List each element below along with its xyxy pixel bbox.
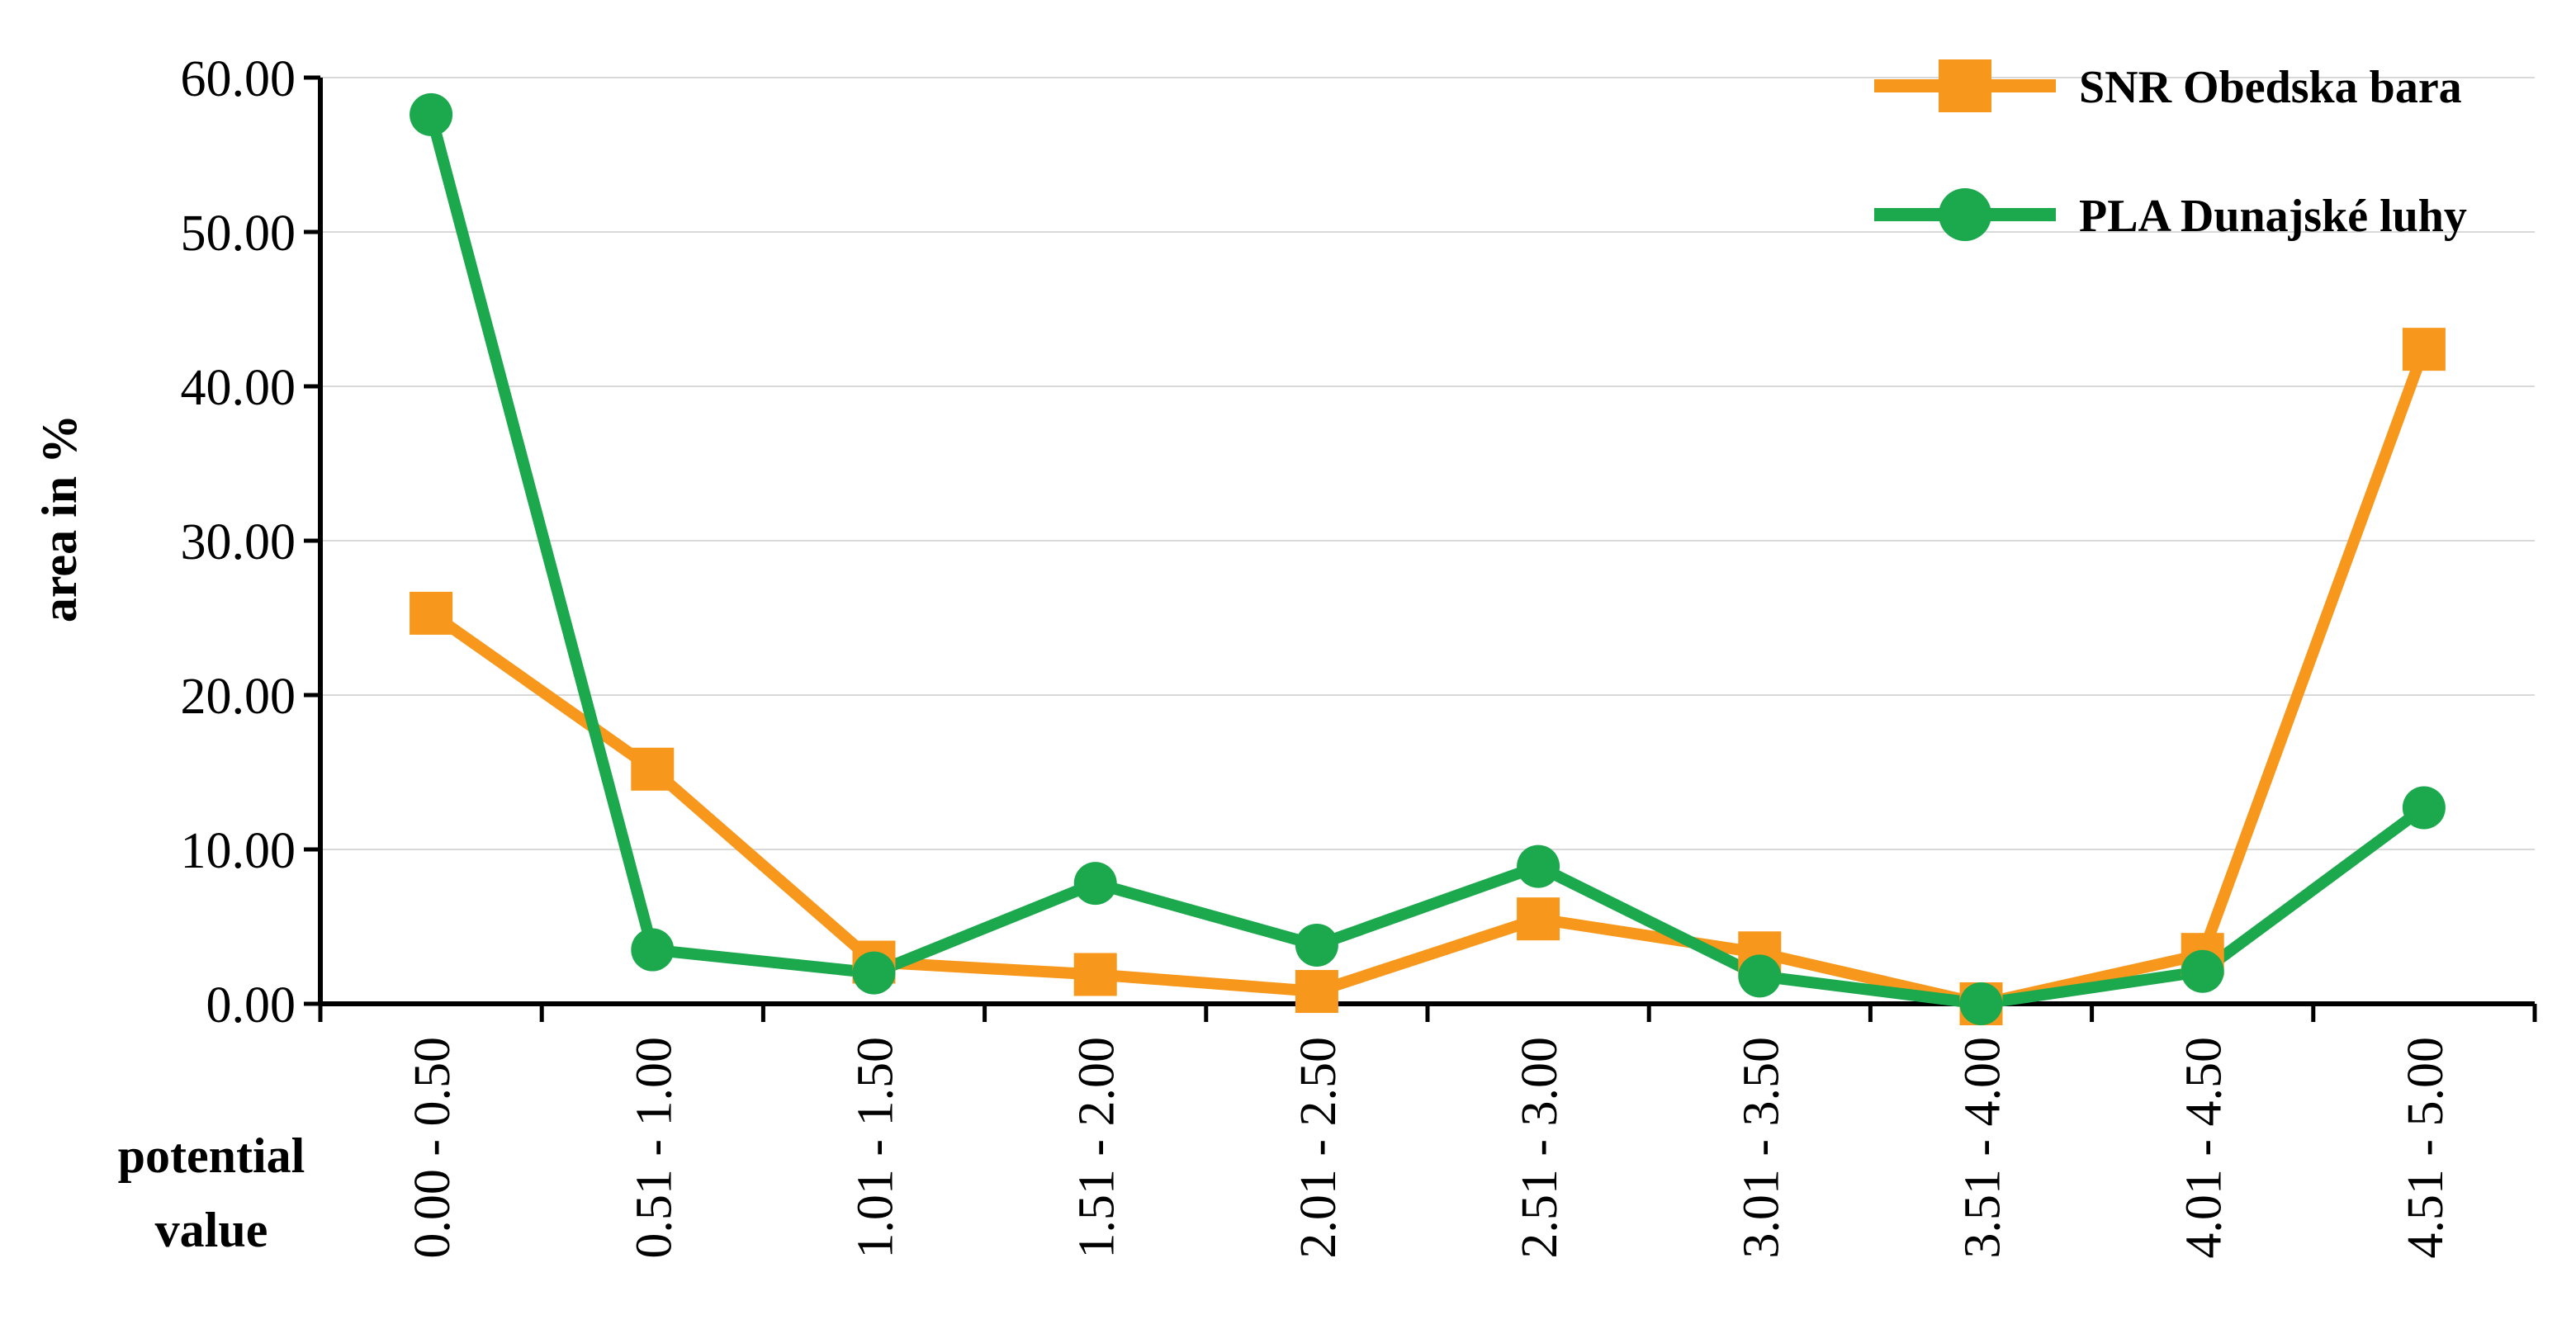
data-point-circle xyxy=(2181,949,2224,993)
y-axis-title: area in % xyxy=(32,414,87,622)
data-point-square xyxy=(2402,328,2446,371)
x-tick-label: 1.51 - 2.00 xyxy=(1069,1037,1125,1259)
axes xyxy=(304,75,2537,1022)
y-tick-label: 10.00 xyxy=(181,823,296,879)
y-tick-label: 0.00 xyxy=(206,977,296,1034)
y-tick-label: 40.00 xyxy=(181,360,296,416)
data-point-square xyxy=(1073,953,1117,996)
x-tick-label: 0.51 - 1.00 xyxy=(626,1037,682,1259)
data-point-circle xyxy=(631,928,675,972)
y-tick-label: 30.00 xyxy=(181,514,296,570)
gridlines xyxy=(320,77,2535,850)
y-tick-labels: 0.00 10.00 20.00 30.00 40.00 50.00 60.00 xyxy=(181,51,296,1034)
data-point-circle xyxy=(2402,786,2446,830)
legend-label-snr: SNR Obedska bara xyxy=(2079,62,2462,113)
y-tick-label: 20.00 xyxy=(181,669,296,725)
data-point-square xyxy=(631,747,675,791)
data-point-circle xyxy=(852,951,896,995)
data-point-circle xyxy=(1517,844,1560,888)
x-tick-label: 2.01 - 2.50 xyxy=(1290,1037,1347,1259)
data-point-circle xyxy=(1738,954,1782,998)
data-point-circle xyxy=(1073,862,1117,906)
x-tick-label: 2.51 - 3.00 xyxy=(1512,1037,1568,1259)
x-tick-labels: 0.00 - 0.50 0.51 - 1.00 1.01 - 1.50 1.51 - … xyxy=(405,1037,2454,1259)
data-point-square xyxy=(410,591,453,635)
x-axis-title-line2: value xyxy=(155,1203,268,1257)
data-point-square xyxy=(1295,970,1338,1014)
x-tick-label: 3.01 - 3.50 xyxy=(1733,1037,1789,1259)
x-axis-title-line1: potential xyxy=(118,1128,305,1183)
series-line xyxy=(425,113,2428,1010)
y-tick-label: 50.00 xyxy=(181,206,296,262)
legend: SNR Obedska bara PLA Dunajské luhy xyxy=(1874,59,2467,242)
legend-marker-square xyxy=(1939,59,1991,112)
legend-label-pla: PLA Dunajské luhy xyxy=(2079,191,2467,242)
y-tick-label: 60.00 xyxy=(181,51,296,107)
x-tick-label: 4.01 - 4.50 xyxy=(2176,1037,2233,1259)
data-series xyxy=(410,92,2446,1025)
data-point-circle xyxy=(1295,923,1338,967)
data-point-circle xyxy=(1959,982,2003,1025)
x-tick-label: 3.51 - 4.00 xyxy=(1955,1037,2011,1259)
x-tick-label: 4.51 - 5.00 xyxy=(2398,1037,2454,1259)
legend-marker-circle xyxy=(1939,188,1991,241)
x-tick-label: 1.01 - 1.50 xyxy=(848,1037,904,1259)
series-line xyxy=(428,347,2430,1010)
x-tick-label: 0.00 - 0.50 xyxy=(405,1037,461,1259)
data-point-circle xyxy=(410,92,453,136)
data-point-square xyxy=(1517,897,1560,941)
